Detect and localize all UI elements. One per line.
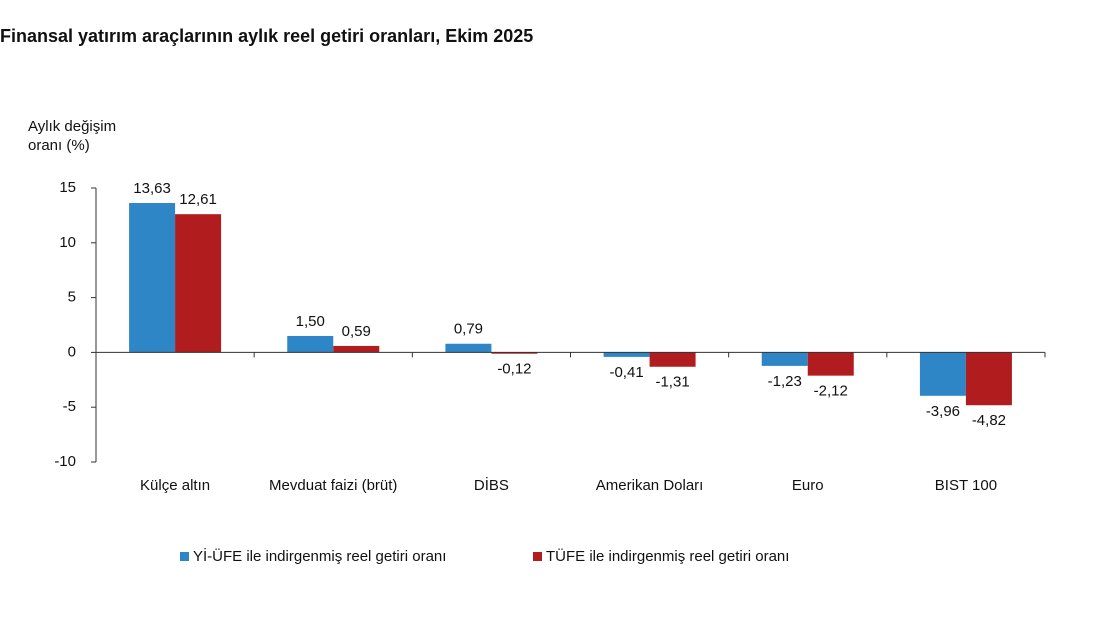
y-tick-label: -5 <box>63 398 76 415</box>
bar <box>919 352 966 396</box>
value-label: -3,96 <box>926 403 960 420</box>
bar <box>129 203 176 353</box>
bar <box>603 352 650 357</box>
y-tick-label: -10 <box>54 453 76 470</box>
value-label: -1,31 <box>655 374 689 391</box>
bar <box>807 352 854 376</box>
bar <box>175 214 222 353</box>
legend-swatch <box>180 552 189 561</box>
bar <box>491 352 538 354</box>
value-label: -1,23 <box>768 373 802 390</box>
chart-title: Finansal yatırım araçlarının aylık reel … <box>0 26 533 46</box>
x-tick-label: BIST 100 <box>935 477 997 494</box>
bar <box>333 345 380 353</box>
y-axis-label: Aylık değişim oranı (%) <box>28 118 117 154</box>
bar <box>761 352 808 366</box>
value-label: 1,50 <box>296 313 325 330</box>
value-label: -4,82 <box>972 412 1006 429</box>
legend-label: TÜFE ile indirgenmiş reel getiri oranı <box>546 547 789 565</box>
value-label: 0,79 <box>454 321 483 338</box>
value-label: -2,12 <box>814 383 848 400</box>
y-tick-label: 10 <box>59 234 76 251</box>
x-tick-label: Amerikan Doları <box>596 477 704 494</box>
legend-swatch <box>533 552 542 561</box>
y-tick-label: 0 <box>68 343 76 360</box>
value-label: 13,63 <box>133 180 171 197</box>
bar <box>287 335 334 353</box>
bar <box>965 352 1012 406</box>
x-tick-label: DİBS <box>474 476 509 494</box>
x-tick-label: Euro <box>792 477 824 494</box>
x-tick-label: Külçe altın <box>140 477 210 494</box>
x-tick-label: Mevduat faizi (brüt) <box>269 477 397 494</box>
bar <box>649 352 696 367</box>
legend-label: Yİ-ÜFE ile indirgenmiş reel getiri oranı <box>193 547 446 565</box>
y-tick-label: 5 <box>68 289 76 306</box>
y-tick-label: 15 <box>59 179 76 196</box>
value-label: -0,12 <box>497 361 531 378</box>
value-label: 0,59 <box>342 323 371 340</box>
value-label: 12,61 <box>179 191 217 208</box>
value-label: -0,41 <box>609 364 643 381</box>
bar <box>445 343 492 353</box>
